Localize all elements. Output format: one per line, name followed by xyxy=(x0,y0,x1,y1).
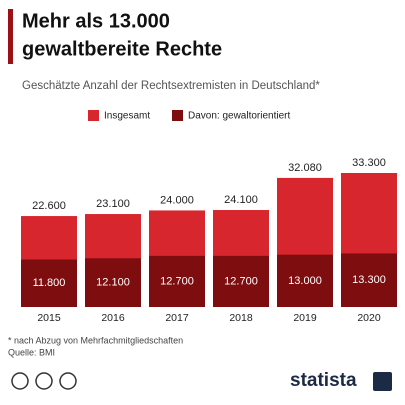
source: Quelle: BMI xyxy=(8,347,55,357)
chart-title: gewaltbereite Rechte xyxy=(22,38,222,60)
logo-icon xyxy=(373,372,392,391)
bar xyxy=(213,255,269,307)
x-tick-label: 2020 xyxy=(357,312,381,324)
bar xyxy=(341,253,397,307)
x-tick-label: 2019 xyxy=(293,312,317,324)
legend-swatch xyxy=(172,110,183,121)
value-label: 11.800 xyxy=(33,277,66,289)
value-label: 24.000 xyxy=(160,194,194,206)
x-tick-label: 2017 xyxy=(165,312,189,324)
value-label: 22.600 xyxy=(32,200,66,212)
value-label: 23.100 xyxy=(96,198,130,210)
value-label: 13.300 xyxy=(352,274,386,286)
legend-label: Insgesamt xyxy=(104,111,150,122)
bar xyxy=(277,254,333,307)
value-label: 32.080 xyxy=(288,162,322,174)
chart-title: Mehr als 13.000 xyxy=(22,10,170,32)
footnote: * nach Abzug von Mehrfachmitgliedschafte… xyxy=(8,335,183,345)
license-icons xyxy=(11,372,77,390)
value-label: 24.100 xyxy=(224,194,258,206)
bar xyxy=(149,255,205,307)
bar xyxy=(21,259,77,307)
title-accent xyxy=(8,9,13,64)
value-label: 12.700 xyxy=(224,275,258,287)
legend-label: Davon: gewaltorientiert xyxy=(188,111,290,122)
chart-subtitle: Geschätzte Anzahl der Rechtsextremisten … xyxy=(22,80,320,92)
value-label: 33.300 xyxy=(352,157,386,169)
x-tick-label: 2018 xyxy=(229,312,253,324)
x-tick-label: 2016 xyxy=(101,312,125,324)
value-label: 12.100 xyxy=(96,277,130,289)
logo: statista xyxy=(290,370,357,391)
bar xyxy=(85,258,141,307)
value-label: 13.000 xyxy=(288,275,322,287)
value-label: 12.700 xyxy=(160,275,194,287)
x-tick-label: 2015 xyxy=(37,312,61,324)
legend-swatch xyxy=(88,110,99,121)
